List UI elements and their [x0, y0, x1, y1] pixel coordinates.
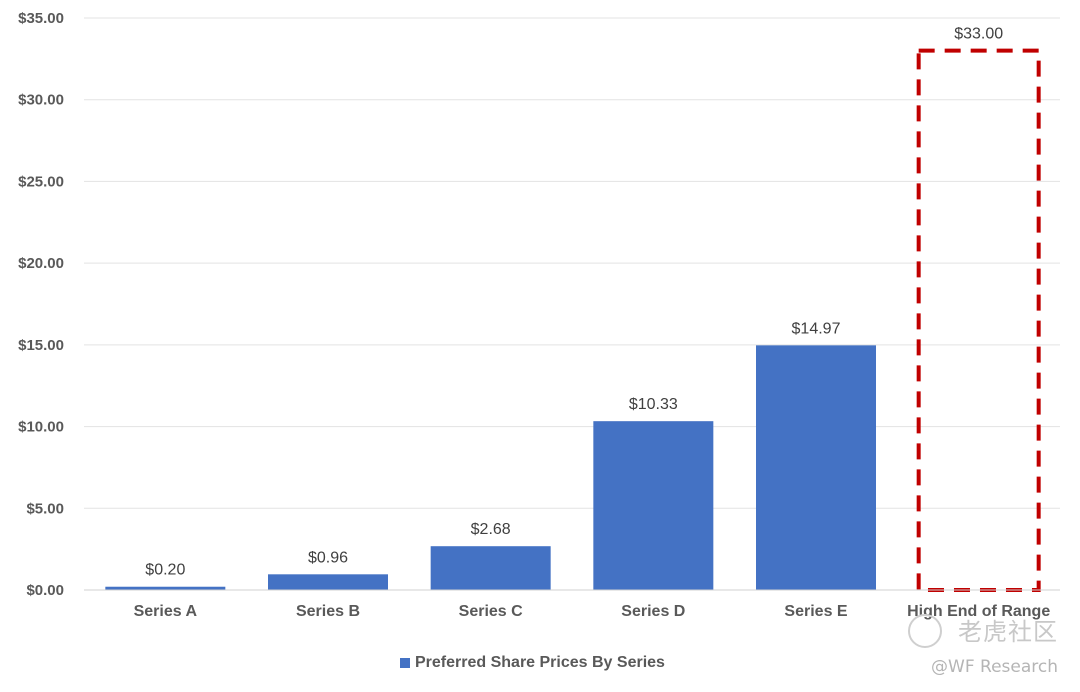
x-tick-label: High End of Range: [907, 603, 1050, 620]
y-tick-label: $25.00: [18, 173, 64, 190]
x-tick-label: Series B: [296, 603, 360, 620]
data-label: $0.96: [308, 549, 348, 566]
data-label: $33.00: [954, 26, 1003, 43]
y-axis-ticks: $0.00 $5.00 $10.00 $15.00 $20.00 $25.00 $30.00…: [18, 10, 64, 599]
data-label: $2.68: [471, 521, 511, 538]
y-tick-label: $30.00: [18, 92, 64, 109]
bars: [105, 48, 1041, 592]
legend-label: Preferred Share Prices By Series: [415, 654, 665, 671]
bar: [593, 421, 714, 590]
y-tick-label: $20.00: [18, 255, 64, 272]
data-label: $10.33: [629, 396, 678, 413]
x-axis-ticks: Series A Series B Series C Series D Series E…: [134, 603, 1051, 620]
y-tick-label: $35.00: [18, 10, 64, 27]
bar: [430, 546, 551, 590]
bar-highlight-outline: [916, 48, 1041, 592]
y-tick-label: $5.00: [26, 500, 64, 517]
x-tick-label: Series A: [134, 603, 198, 620]
legend-swatch: [400, 658, 410, 668]
gridlines: [84, 17, 1060, 509]
watermark-handle: @WF Research: [931, 657, 1058, 677]
y-tick-label: $10.00: [18, 419, 64, 436]
data-label: $0.20: [145, 562, 185, 579]
x-tick-label: Series C: [459, 603, 523, 620]
bar: [756, 345, 876, 590]
watermark-logo-icon: [908, 614, 942, 648]
y-tick-label: $0.00: [26, 582, 64, 599]
x-tick-label: Series D: [621, 603, 685, 620]
watermark-community: 老虎社区: [958, 618, 1058, 646]
data-labels: $0.20 $0.96 $2.68 $10.33 $14.97 $33.00: [145, 26, 1003, 579]
data-label: $14.97: [792, 320, 841, 337]
x-tick-label: Series E: [784, 603, 847, 620]
bar: [268, 574, 388, 590]
legend: Preferred Share Prices By Series: [400, 654, 665, 672]
y-tick-label: $15.00: [18, 337, 64, 354]
bar: [105, 586, 226, 590]
